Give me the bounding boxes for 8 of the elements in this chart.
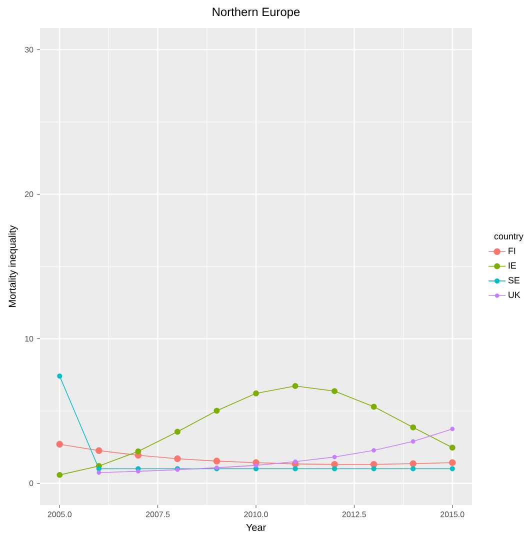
legend-label: SE	[508, 277, 520, 284]
x-axis-title: Year	[246, 524, 266, 531]
y-axis-title: Mortality inequality	[8, 225, 18, 307]
legend-title: country	[494, 234, 524, 242]
chart-title: Northern Europe	[212, 7, 300, 18]
legend-label: FI	[508, 248, 516, 254]
legend-label: IE	[508, 262, 516, 269]
legend-label: UK	[508, 292, 520, 298]
